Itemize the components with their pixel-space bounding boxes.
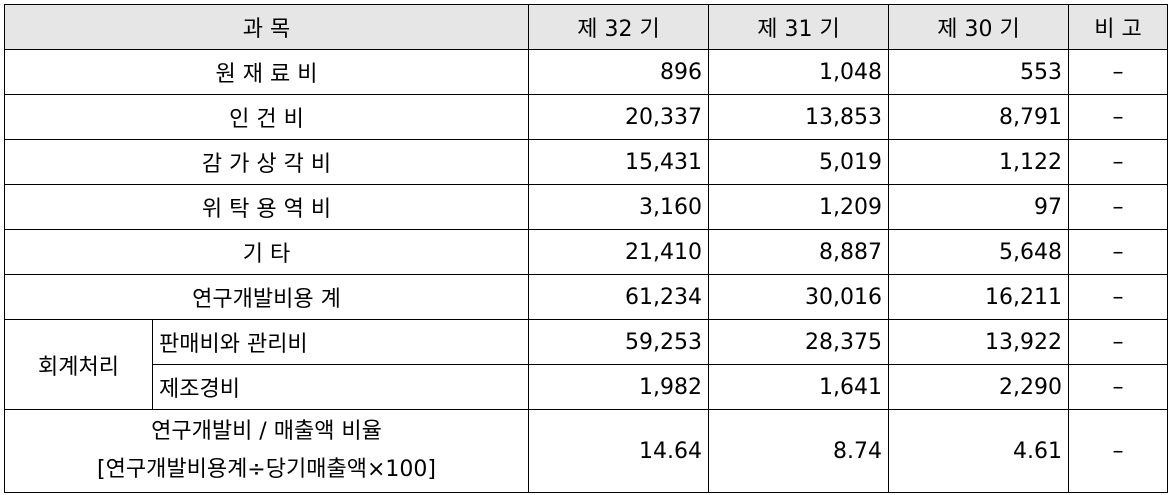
table-row-total: 연구개발비용 계 61,234 30,016 16,211 – [3,274,1169,320]
value-note: – [1068,319,1169,365]
value-note: – [1068,409,1169,493]
accounting-group-label: 회계처리 [4,319,153,410]
value-p31: 8.74 [708,409,890,493]
value-p30: 5,648 [888,229,1070,275]
header-period-32: 제 32 기 [528,4,710,50]
value-note: – [1068,49,1169,95]
value-p31: 1,048 [708,49,890,95]
value-p32: 15,431 [528,139,710,185]
value-p31: 13,853 [708,94,890,140]
value-p32: 896 [528,49,710,95]
header-note: 비 고 [1068,4,1169,50]
value-p32: 61,234 [528,274,710,320]
table-row-ratio: 연구개발비 / 매출액 비율 [연구개발비용계÷당기매출액×100] 14.64… [3,409,1169,493]
value-p30: 553 [888,49,1070,95]
value-note: – [1068,139,1169,185]
ratio-label-line2: [연구개발비용계÷당기매출액×100] [97,457,436,482]
table-row: 기 타 21,410 8,887 5,648 – [3,229,1169,275]
table-row-accounting: 제조경비 1,982 1,641 2,290 – [5,364,1169,410]
ratio-label: 연구개발비 / 매출액 비율 [연구개발비용계÷당기매출액×100] [3,409,530,493]
table-row-accounting: 회계처리 판매비와 관리비 59,253 28,375 13,922 – [4,319,1169,410]
table-row: 위 탁 용 역 비 3,160 1,209 97 – [3,184,1169,230]
value-p30: 97 [888,184,1070,230]
value-p31: 1,641 [708,364,890,410]
header-row: 과 목 제 32 기 제 31 기 제 30 기 비 고 [3,4,1169,50]
header-period-30: 제 30 기 [888,4,1070,50]
value-note: – [1068,184,1169,230]
value-p32: 21,410 [528,229,710,275]
row-label: 기 타 [3,229,530,275]
value-p30: 13,922 [888,319,1070,365]
value-p30: 2,290 [888,364,1070,410]
ratio-label-line1: 연구개발비 / 매출액 비율 [151,419,382,444]
row-label: 제조경비 [151,364,530,410]
value-note: – [1068,229,1169,275]
header-period-31: 제 31 기 [708,4,890,50]
rnd-expense-table: 과 목 제 32 기 제 31 기 제 30 기 비 고 원 재 료 비 896… [3,4,1169,493]
value-p32: 59,253 [528,319,710,365]
row-label: 판매비와 관리비 [151,319,530,365]
value-note: – [1068,274,1169,320]
value-p30: 8,791 [888,94,1070,140]
value-note: – [1068,364,1169,410]
value-p30: 1,122 [888,139,1070,185]
value-p30: 16,211 [888,274,1070,320]
value-p32: 14.64 [528,409,710,493]
value-p31: 28,375 [708,319,890,365]
row-label: 감 가 상 각 비 [3,139,530,185]
value-p31: 30,016 [708,274,890,320]
value-p31: 5,019 [708,139,890,185]
row-label: 연구개발비용 계 [3,274,530,320]
value-note: – [1068,94,1169,140]
header-item: 과 목 [3,4,530,50]
value-p31: 1,209 [708,184,890,230]
row-label: 원 재 료 비 [3,49,530,95]
value-p30: 4.61 [888,409,1070,493]
value-p32: 3,160 [528,184,710,230]
value-p32: 1,982 [528,364,710,410]
value-p31: 8,887 [708,229,890,275]
table-row: 인 건 비 20,337 13,853 8,791 – [3,94,1169,140]
value-p32: 20,337 [528,94,710,140]
table-row: 감 가 상 각 비 15,431 5,019 1,122 – [3,139,1169,185]
row-label: 위 탁 용 역 비 [3,184,530,230]
row-label: 인 건 비 [3,94,530,140]
table-row: 원 재 료 비 896 1,048 553 – [3,49,1169,95]
